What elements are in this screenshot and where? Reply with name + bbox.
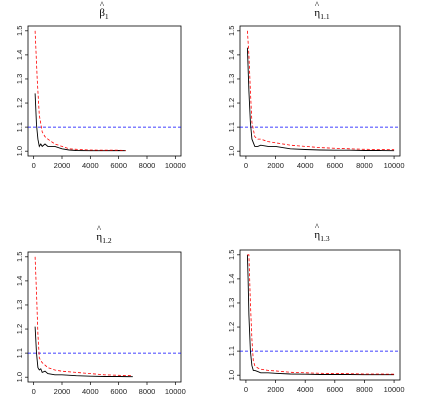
y-tick-label: 1.4 xyxy=(15,276,24,286)
x-tick-label: 0 xyxy=(32,387,36,396)
y-tick-label: 1.4 xyxy=(227,50,236,60)
hat-accent: ^ xyxy=(315,222,320,232)
panel-title: η1.2 xyxy=(96,231,111,245)
trace-panel-3: 1.0 1.1 1.2 1.3 1.4 1.5 0 2000 4000 6000 8000 10000… xyxy=(15,224,186,396)
plot-frame xyxy=(239,25,401,157)
y-tick-label: 1.0 xyxy=(15,372,24,382)
x-tick-label: 6000 xyxy=(110,161,127,170)
series-line-upper xyxy=(34,30,126,151)
x-tick-label: 6000 xyxy=(326,385,343,394)
plot-frame xyxy=(239,249,401,381)
x-tick-label: 2000 xyxy=(267,161,284,170)
y-tick-label: 1.5 xyxy=(227,26,236,36)
x-tick-label: 8000 xyxy=(139,387,156,396)
y-tick-label: 1.5 xyxy=(15,252,24,262)
x-tick-label: 2000 xyxy=(54,387,71,396)
trace-panel-2: 1.0 1.1 1.2 1.3 1.4 1.5 0 2000 4000 6000 8000 10000… xyxy=(227,0,405,170)
plot-frame xyxy=(27,251,182,383)
panel-title: η1.1 xyxy=(314,7,329,21)
y-tick-label: 1.3 xyxy=(227,298,236,308)
x-tick-label: 6000 xyxy=(326,161,343,170)
x-tick-label: 10000 xyxy=(165,387,186,396)
y-tick-label: 1.3 xyxy=(227,74,236,84)
x-tick-label: 10000 xyxy=(384,385,405,394)
x-tick-label: 4000 xyxy=(82,161,99,170)
x-tick-label: 10000 xyxy=(384,161,405,170)
y-tick-label: 1.2 xyxy=(15,98,24,108)
x-tick-label: 4000 xyxy=(297,161,314,170)
panel-title: β1 xyxy=(99,7,109,21)
y-tick-label: 1.2 xyxy=(15,324,24,334)
y-tick-label: 1.5 xyxy=(227,250,236,260)
y-tick-label: 1.4 xyxy=(227,274,236,284)
panel-title: η1.3 xyxy=(314,229,329,243)
x-tick-label: 2000 xyxy=(267,385,284,394)
y-tick-label: 1.0 xyxy=(15,146,24,156)
plot-frame xyxy=(27,25,182,157)
series-line-upper xyxy=(34,256,133,377)
y-tick-label: 1.3 xyxy=(15,74,24,84)
y-tick-label: 1.2 xyxy=(227,322,236,332)
y-tick-label: 1.1 xyxy=(227,346,236,356)
hat-accent: ^ xyxy=(97,224,102,234)
trace-panel-1: 1.0 1.1 1.2 1.3 1.4 1.5 0 2000 4000 6000 8000 10000… xyxy=(15,0,186,170)
x-tick-label: 10000 xyxy=(165,161,186,170)
x-tick-label: 4000 xyxy=(82,387,99,396)
y-tick-label: 1.1 xyxy=(15,348,24,358)
x-tick-label: 8000 xyxy=(356,161,373,170)
x-tick-label: 0 xyxy=(244,385,248,394)
y-tick-label: 1.3 xyxy=(15,300,24,310)
x-tick-label: 8000 xyxy=(356,385,373,394)
y-tick-label: 1.0 xyxy=(227,146,236,156)
trace-panel-4: 1.0 1.1 1.2 1.3 1.4 1.5 0 2000 4000 6000 8000 10000… xyxy=(227,222,405,394)
y-tick-label: 1.2 xyxy=(227,98,236,108)
y-tick-label: 1.4 xyxy=(15,50,24,60)
hat-accent: ^ xyxy=(315,0,320,10)
x-tick-label: 0 xyxy=(32,161,36,170)
y-tick-label: 1.5 xyxy=(15,26,24,36)
hat-accent: ^ xyxy=(100,0,105,10)
series-line-upper xyxy=(247,254,395,375)
series-line-median xyxy=(34,93,126,152)
y-tick-label: 1.1 xyxy=(15,122,24,132)
x-tick-label: 6000 xyxy=(110,387,127,396)
x-tick-label: 4000 xyxy=(297,385,314,394)
series-line-median xyxy=(246,47,395,152)
x-tick-label: 8000 xyxy=(139,161,156,170)
x-tick-label: 0 xyxy=(244,161,248,170)
x-tick-label: 2000 xyxy=(54,161,71,170)
series-line-upper xyxy=(247,30,395,151)
y-tick-label: 1.1 xyxy=(227,122,236,132)
y-tick-label: 1.0 xyxy=(227,370,236,380)
series-line-median xyxy=(246,254,395,376)
series-line-median xyxy=(34,326,133,378)
